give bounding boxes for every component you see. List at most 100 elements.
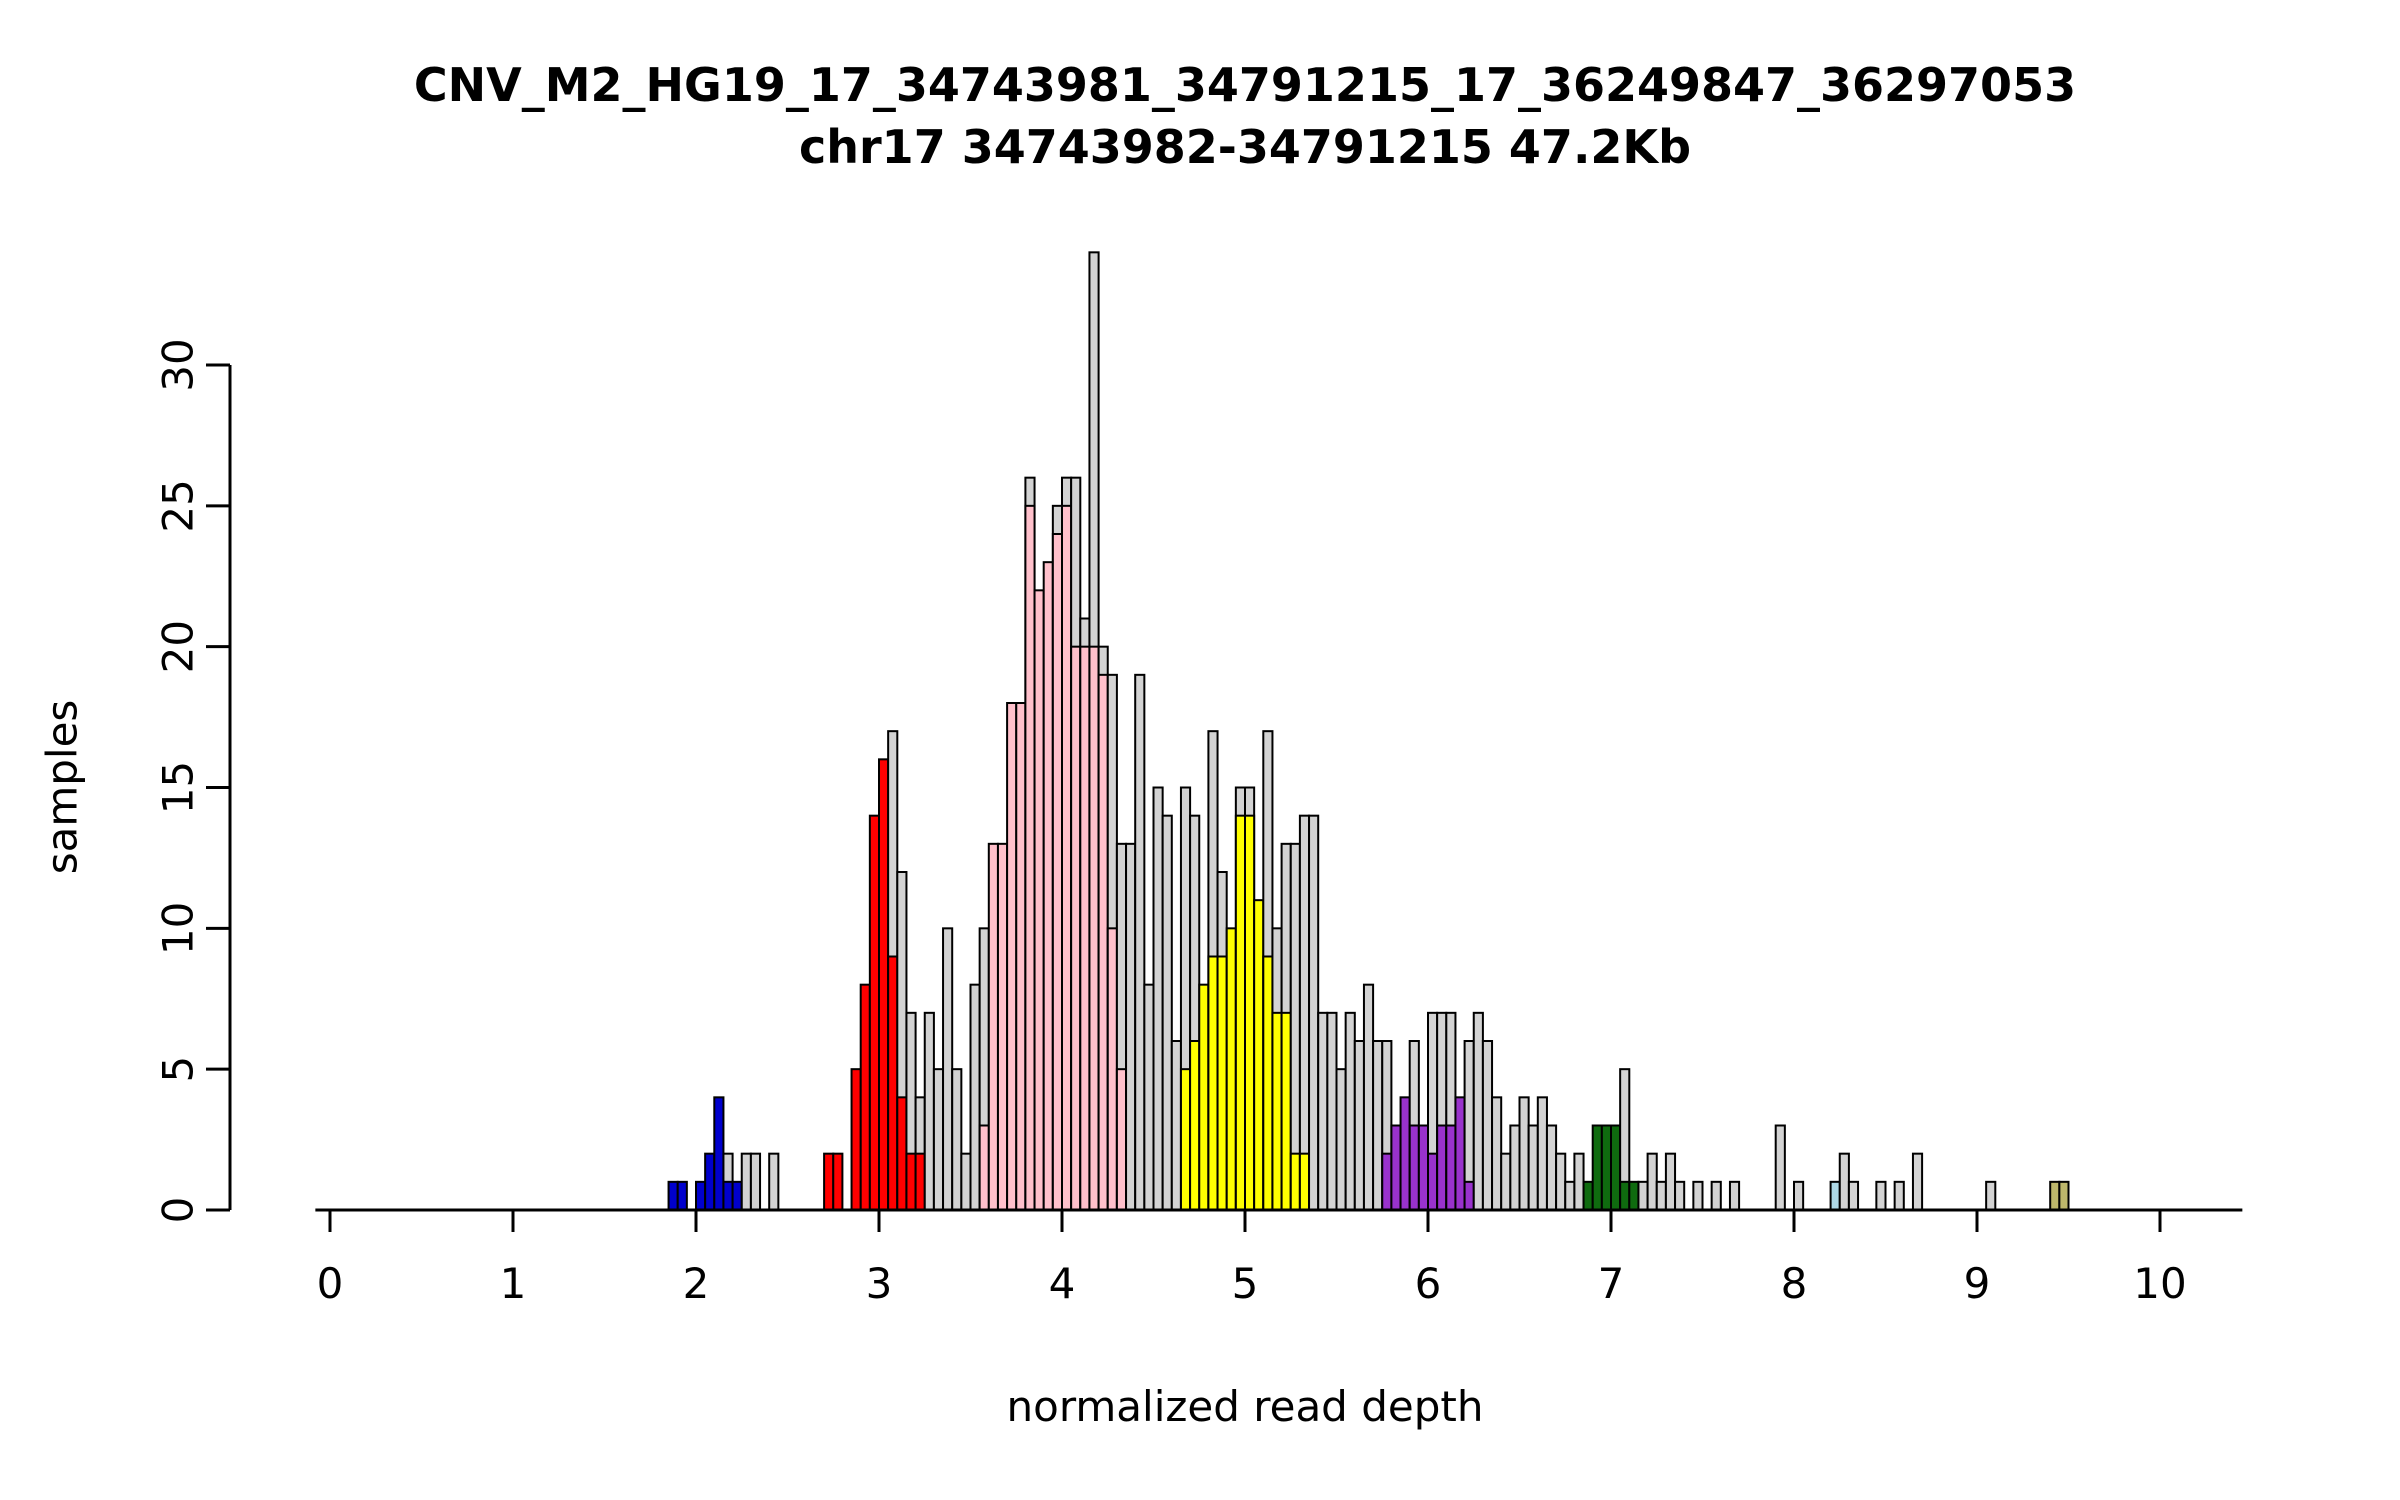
- x-axis-label: normalized read depth: [1006, 1382, 1484, 1431]
- histogram-bar: [1875, 1180, 1887, 1212]
- y-tick-label: 10: [154, 902, 203, 955]
- histogram-bar: [1847, 1180, 1860, 1212]
- histogram-bar-highlight: [896, 1096, 908, 1212]
- histogram-bar-highlight: [868, 814, 880, 1212]
- histogram-bar: [1335, 1068, 1347, 1211]
- histogram-bar: [1793, 1180, 1805, 1212]
- x-tick-label: 5: [1232, 1259, 1259, 1308]
- histogram-bar-highlight: [905, 1152, 917, 1211]
- histogram-bar-highlight: [1042, 561, 1054, 1211]
- histogram-bar-highlight: [1582, 1180, 1594, 1212]
- x-tick-label: 4: [1049, 1259, 1076, 1308]
- histogram-bar: [740, 1152, 752, 1211]
- histogram-bar-highlight: [1234, 814, 1246, 1212]
- histogram-bar: [1125, 842, 1137, 1211]
- x-tick-label: 6: [1415, 1259, 1442, 1308]
- histogram-bar: [1308, 814, 1320, 1212]
- histogram-bar: [923, 1011, 935, 1211]
- histogram-bar-highlight: [978, 1124, 990, 1211]
- histogram-bar-highlight: [1271, 1011, 1283, 1211]
- histogram-bar: [1655, 1180, 1667, 1212]
- histogram-bar: [1527, 1124, 1539, 1211]
- histogram-bar-highlight: [1024, 504, 1036, 1212]
- histogram-bar-highlight: [1225, 927, 1237, 1211]
- histogram-bar-highlight: [1408, 1124, 1420, 1211]
- histogram-bar: [1564, 1180, 1576, 1212]
- histogram-bar-highlight: [850, 1068, 862, 1211]
- histogram-bar-highlight: [1600, 1124, 1612, 1211]
- histogram-bar: [932, 1068, 945, 1211]
- x-tick-label: 0: [317, 1259, 344, 1308]
- histogram-bar: [1545, 1124, 1558, 1211]
- histogram-bar: [1728, 1180, 1741, 1212]
- chart-subtitle: chr17 34743982-34791215 47.2Kb: [798, 120, 1691, 174]
- x-tick-label: 3: [866, 1259, 893, 1308]
- histogram-bar-highlight: [722, 1180, 734, 1212]
- histogram-bar-highlight: [1253, 899, 1265, 1212]
- y-tick-label: 0: [154, 1197, 203, 1224]
- histogram-bar-highlight: [1198, 983, 1210, 1212]
- histogram-bar-highlight: [1262, 955, 1274, 1211]
- histogram-bar-highlight: [1033, 589, 1045, 1211]
- histogram-bar: [951, 1068, 963, 1211]
- histogram-bar-highlight: [1610, 1124, 1622, 1211]
- histogram-bar-highlight: [667, 1180, 679, 1212]
- histogram-bar: [1472, 1011, 1484, 1211]
- histogram-bar-highlight: [1628, 1180, 1640, 1212]
- histogram-bar-highlight: [1097, 673, 1109, 1211]
- histogram-bar: [1838, 1152, 1850, 1211]
- histogram-bar-highlight: [1454, 1096, 1466, 1212]
- histogram-bar-highlight: [1829, 1180, 1841, 1212]
- x-tick-label: 8: [1781, 1259, 1808, 1308]
- histogram-bar-highlight: [1061, 504, 1073, 1212]
- histogram-bar-highlight: [1427, 1152, 1439, 1211]
- histogram-bar-highlight: [1179, 1068, 1192, 1211]
- histogram-bar: [1536, 1096, 1548, 1212]
- histogram-bar: [1646, 1152, 1658, 1211]
- histogram-bar: [1985, 1180, 1997, 1212]
- histogram-bar-highlight: [996, 842, 1009, 1211]
- histogram-bar: [1326, 1011, 1338, 1211]
- histogram-bar: [1298, 814, 1311, 1212]
- histogram-bar-highlight: [1216, 955, 1228, 1211]
- histogram-bar: [969, 983, 981, 1212]
- histogram-bar-highlight: [731, 1180, 743, 1212]
- histogram-bar: [1774, 1124, 1786, 1211]
- histogram-bar: [1344, 1011, 1356, 1211]
- histogram-bar: [1555, 1152, 1567, 1211]
- histogram-bar: [1143, 983, 1155, 1212]
- histogram-bar-highlight: [1006, 702, 1018, 1211]
- histogram-bar-highlight: [676, 1180, 688, 1212]
- histogram-bar-highlight: [1244, 814, 1256, 1212]
- histogram-bar-highlight: [1463, 1180, 1475, 1212]
- histogram-bar-highlight: [1189, 1040, 1201, 1211]
- histogram-bar-highlight: [1207, 955, 1219, 1211]
- histogram-bar-highlight: [987, 842, 999, 1211]
- histogram-bar-highlight: [1088, 645, 1100, 1211]
- histogram-bar: [1509, 1124, 1521, 1211]
- histogram-bar-highlight: [1115, 1068, 1128, 1211]
- histogram-bar: [1134, 673, 1146, 1211]
- histogram-bar: [1491, 1096, 1503, 1212]
- histogram-bar-highlight: [1399, 1096, 1411, 1212]
- histogram-bar-highlight: [914, 1152, 926, 1211]
- histogram-bar-highlight: [1436, 1124, 1448, 1211]
- x-tick-label: 2: [683, 1259, 710, 1308]
- histogram-bar-highlight: [859, 983, 871, 1212]
- x-tick-label: 7: [1598, 1259, 1625, 1308]
- histogram-bar-highlight: [695, 1180, 707, 1212]
- histogram-bar: [1911, 1152, 1924, 1211]
- histogram-bar: [1170, 1040, 1182, 1211]
- histogram-bar: [768, 1152, 780, 1211]
- histogram-bar-highlight: [887, 955, 899, 1211]
- histogram-bar-highlight: [1445, 1124, 1457, 1211]
- histogram-bar: [749, 1152, 762, 1211]
- histogram-bar-highlight: [1591, 1124, 1603, 1211]
- x-tick-label: 9: [1964, 1259, 1991, 1308]
- x-tick-label: 1: [500, 1259, 527, 1308]
- histogram-bar: [1161, 814, 1173, 1212]
- y-tick-label: 5: [154, 1056, 203, 1083]
- histogram-bar: [1692, 1180, 1704, 1212]
